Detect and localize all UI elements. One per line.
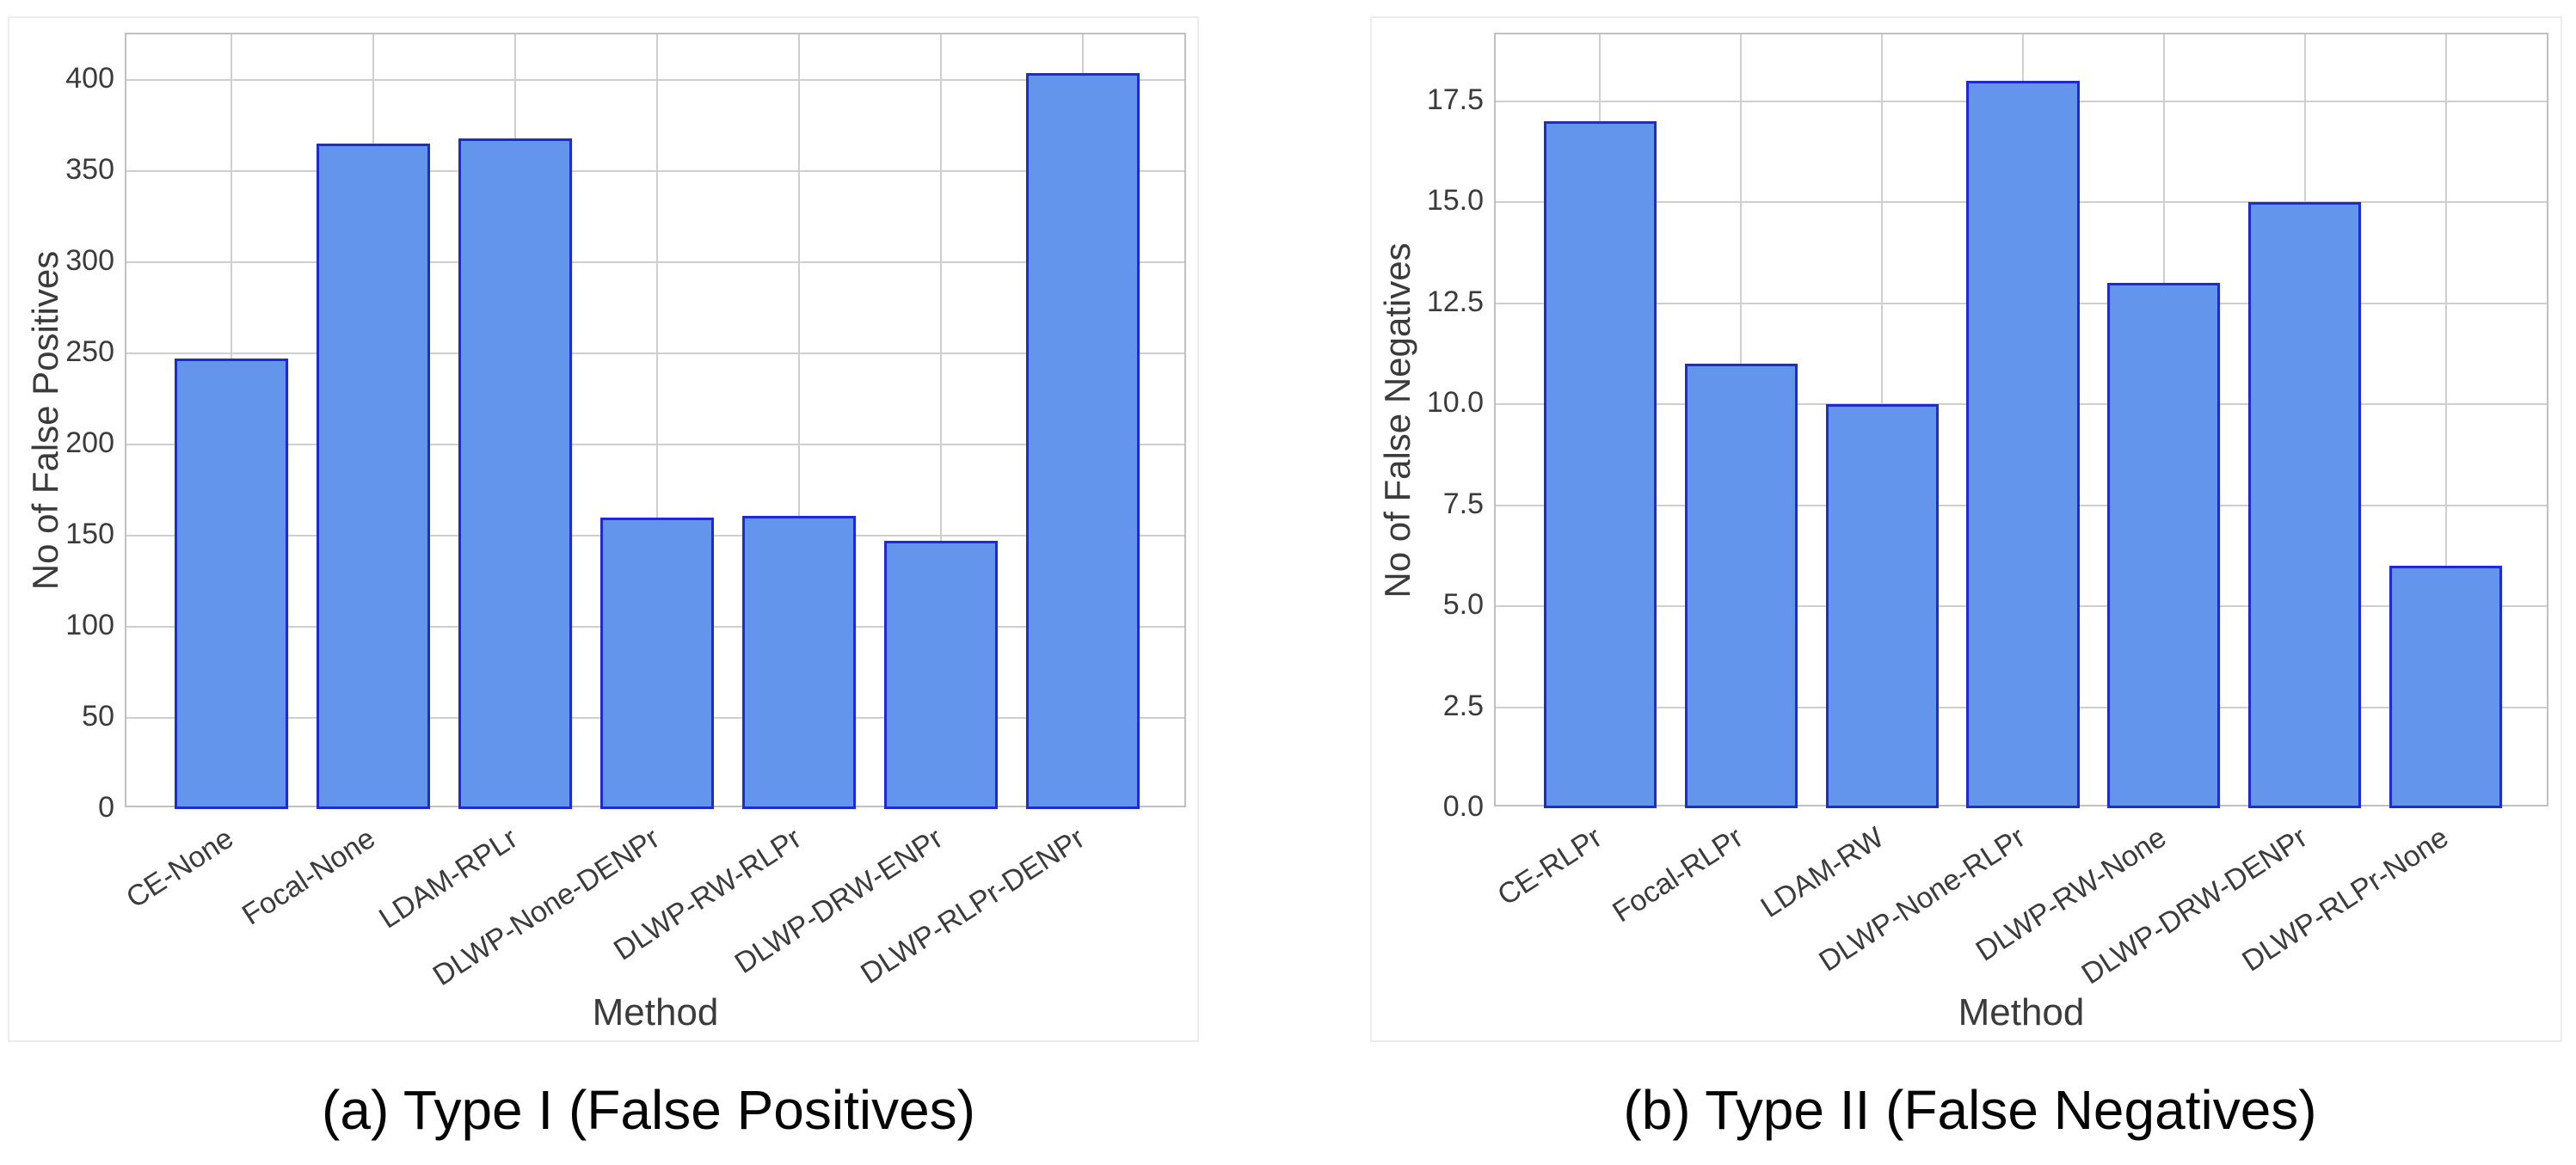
x-axis-label-b: Method [1958, 991, 2085, 1033]
bar-CE-None [175, 359, 289, 809]
y-tick-label: 100 [65, 609, 114, 641]
y-tick-label: 350 [65, 153, 114, 186]
x-tick-label: LDAM-RW [1755, 820, 1891, 924]
caption-a: (a) Type I (False Positives) [322, 1079, 975, 1141]
bar-DLWP-RLPr-DENPr [1025, 72, 1140, 809]
bar-DLWP-None-RLPr [1966, 81, 2080, 808]
y-tick-label: 5.0 [1442, 588, 1484, 621]
x-tick-label: DLWP-None-DENPr [427, 821, 666, 993]
gridline-horizontal [126, 261, 1184, 263]
bar-Focal-RLPr [1684, 364, 1798, 808]
chart-panel-b: No of False Negatives Method 0.0 2.5 5.0 7.… [1370, 16, 2562, 1042]
gridline-horizontal [126, 170, 1184, 172]
gridline-horizontal [126, 444, 1184, 445]
plot-area-a [125, 33, 1186, 809]
y-tick-label: 17.5 [1426, 83, 1484, 116]
x-tick-label: CE-None [120, 821, 240, 915]
y-tick-label: 10.0 [1426, 386, 1484, 420]
y-tick-label: 15.0 [1426, 184, 1484, 218]
y-tick-label: 200 [65, 426, 114, 459]
gridline-vertical [797, 34, 800, 806]
x-tick-label: Focal-RLPr [1607, 820, 1749, 929]
bar-DLWP-RLPr-None [2389, 566, 2503, 808]
bar-DLWP-DRW-ENPr [883, 541, 998, 809]
bar-DLWP-RW-None [2107, 283, 2221, 808]
caption-b: (b) Type II (False Negatives) [1623, 1079, 2317, 1141]
y-tick-label: 0 [98, 791, 114, 824]
y-tick-label: 300 [65, 244, 114, 277]
gridline-horizontal [126, 79, 1184, 81]
y-tick-label: 0.0 [1442, 790, 1484, 823]
bar-CE-RLPr [1543, 121, 1657, 808]
x-axis-label-a: Method [592, 991, 719, 1033]
bar-LDAM-RW [1825, 404, 1939, 808]
bar-DLWP-None-DENPr [600, 517, 714, 809]
y-tick-label: 150 [65, 518, 114, 550]
gridline-vertical [939, 34, 942, 806]
gridline-vertical [2444, 34, 2447, 805]
chart-panel-a: No of False Positives Method 0 50 100 150 20… [8, 16, 1199, 1042]
y-tick-label: 12.5 [1426, 285, 1484, 318]
y-tick-label: 2.5 [1442, 689, 1484, 722]
y-tick-label: 7.5 [1442, 487, 1484, 520]
bar-DLWP-RW-RLPr [741, 515, 856, 809]
x-tick-label: CE-RLPr [1491, 820, 1608, 912]
x-tick-label: DLWP-DRW-DENPr [2075, 820, 2314, 991]
y-tick-label: 250 [65, 335, 114, 368]
y-tick-label: 400 [65, 62, 114, 95]
plot-area-b [1494, 33, 2548, 808]
gridline-vertical [656, 34, 658, 806]
x-tick-label: Focal-None [237, 821, 382, 932]
bar-Focal-None [317, 144, 431, 809]
y-tick-label: 50 [82, 700, 114, 733]
bar-LDAM-RPLr [458, 138, 572, 809]
gridline-horizontal [126, 353, 1184, 354]
bar-DLWP-DRW-DENPr [2248, 202, 2362, 808]
